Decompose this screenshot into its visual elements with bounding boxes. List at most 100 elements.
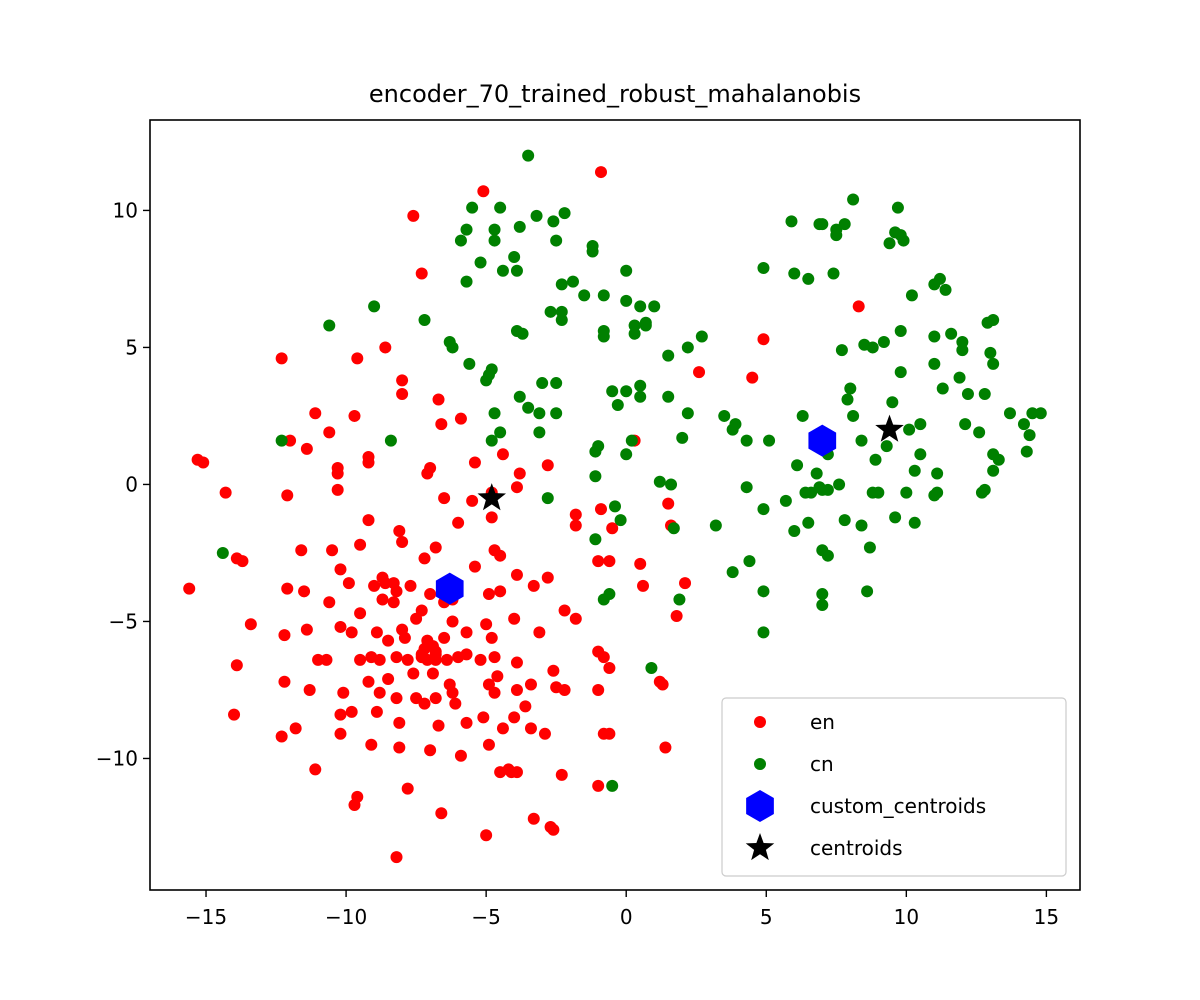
cn-point bbox=[620, 448, 633, 461]
cn-point bbox=[740, 434, 753, 447]
en-point bbox=[407, 209, 420, 222]
cn-point bbox=[550, 407, 563, 420]
en-point bbox=[368, 579, 381, 592]
en-point bbox=[527, 579, 540, 592]
series-en bbox=[183, 166, 865, 864]
cn-point bbox=[544, 305, 557, 318]
cn-point bbox=[978, 388, 991, 401]
y-tick-label: 10 bbox=[113, 198, 138, 222]
en-point bbox=[415, 267, 428, 280]
cn-point bbox=[606, 385, 619, 398]
en-point bbox=[480, 829, 493, 842]
en-point bbox=[693, 366, 706, 379]
en-point bbox=[547, 664, 560, 677]
cn-point bbox=[513, 220, 526, 233]
en-point bbox=[446, 686, 459, 699]
cn-point bbox=[645, 662, 658, 675]
cn-point bbox=[816, 599, 829, 612]
cn-point bbox=[709, 519, 722, 532]
cn-point bbox=[833, 478, 846, 491]
en-point bbox=[454, 412, 467, 425]
en-point bbox=[592, 555, 605, 568]
cn-point bbox=[496, 264, 509, 277]
en-point bbox=[594, 503, 607, 516]
en-point bbox=[300, 442, 313, 455]
cn-point bbox=[558, 207, 571, 220]
en-point bbox=[466, 494, 479, 507]
en-point bbox=[454, 749, 467, 762]
legend-marker-custom-centroids bbox=[746, 790, 774, 822]
en-point bbox=[334, 708, 347, 721]
cn-point bbox=[597, 289, 610, 302]
en-point bbox=[592, 683, 605, 696]
cn-point bbox=[863, 541, 876, 554]
cn-point bbox=[827, 267, 840, 280]
en-point bbox=[396, 535, 409, 548]
cn-point bbox=[463, 357, 476, 370]
en-point bbox=[424, 744, 437, 757]
en-point bbox=[510, 481, 523, 494]
en-point bbox=[376, 593, 389, 606]
en-point bbox=[659, 741, 672, 754]
y-tick-label: −5 bbox=[109, 609, 138, 633]
cn-point bbox=[880, 440, 893, 453]
en-point bbox=[524, 722, 537, 735]
cn-point bbox=[384, 434, 397, 447]
en-point bbox=[494, 585, 507, 598]
cn-point bbox=[522, 401, 535, 414]
en-point bbox=[312, 653, 325, 666]
en-point bbox=[438, 631, 451, 644]
cn-point bbox=[987, 357, 1000, 370]
en-point bbox=[309, 763, 322, 776]
cn-point bbox=[914, 418, 927, 431]
cn-point bbox=[908, 464, 921, 477]
cn-point bbox=[1034, 407, 1047, 420]
cn-point bbox=[816, 218, 829, 231]
cn-point bbox=[681, 407, 694, 420]
en-point bbox=[569, 508, 582, 521]
cn-point bbox=[634, 390, 647, 403]
cn-point bbox=[718, 409, 731, 422]
cn-point bbox=[634, 379, 647, 392]
cn-point bbox=[959, 418, 972, 431]
en-point bbox=[558, 604, 571, 617]
cn-point bbox=[488, 234, 501, 247]
cn-point bbox=[589, 445, 602, 458]
cn-point bbox=[368, 300, 381, 313]
en-point bbox=[289, 722, 302, 735]
cn-point bbox=[634, 300, 647, 313]
cn-point bbox=[474, 256, 487, 269]
cn-point bbox=[956, 344, 969, 357]
en-point bbox=[281, 489, 294, 502]
cn-point bbox=[886, 396, 899, 409]
x-tick-label: 10 bbox=[894, 905, 919, 929]
cn-point bbox=[620, 264, 633, 277]
cn-point bbox=[757, 503, 770, 516]
en-point bbox=[603, 555, 616, 568]
en-point bbox=[482, 588, 495, 601]
cn-point bbox=[639, 316, 652, 329]
en-point bbox=[275, 730, 288, 743]
cn-point bbox=[821, 483, 834, 496]
cn-point bbox=[454, 234, 467, 247]
en-point bbox=[452, 516, 465, 529]
legend-label: custom_centroids bbox=[810, 794, 986, 818]
cn-point bbox=[508, 251, 521, 264]
cn-point bbox=[866, 341, 879, 354]
en-point bbox=[513, 467, 526, 480]
en-point bbox=[320, 653, 333, 666]
en-point bbox=[393, 525, 406, 538]
en-point bbox=[449, 697, 462, 710]
cn-point bbox=[933, 272, 946, 285]
cn-point bbox=[757, 626, 770, 639]
cn-point bbox=[816, 588, 829, 601]
en-point bbox=[440, 653, 453, 666]
cn-point bbox=[835, 344, 848, 357]
cn-point bbox=[653, 475, 666, 488]
en-point bbox=[244, 618, 257, 631]
legend-marker-centroids bbox=[745, 833, 775, 861]
en-point bbox=[538, 727, 551, 740]
cn-point bbox=[861, 585, 874, 598]
en-point bbox=[390, 585, 403, 598]
series-centroids bbox=[477, 414, 904, 511]
